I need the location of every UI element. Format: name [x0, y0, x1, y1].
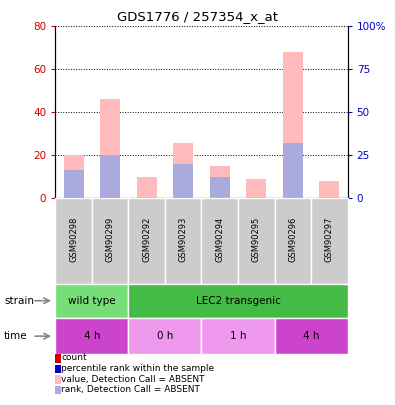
Bar [55, 318, 128, 354]
Text: GSM90295: GSM90295 [252, 217, 261, 262]
Bar [128, 318, 201, 354]
Bar [173, 164, 193, 198]
Bar [210, 166, 230, 198]
Text: GSM90299: GSM90299 [105, 217, 115, 262]
Bar [201, 198, 238, 284]
Text: 4 h: 4 h [303, 331, 319, 341]
Bar [100, 100, 120, 198]
Bar [55, 198, 92, 284]
Bar [319, 181, 339, 198]
Bar [92, 198, 128, 284]
Text: GSM90298: GSM90298 [69, 217, 78, 262]
Text: percentile rank within the sample: percentile rank within the sample [61, 364, 214, 373]
Text: GSM90294: GSM90294 [215, 217, 224, 262]
Bar [246, 179, 266, 198]
Bar [238, 198, 275, 284]
Text: 0 h: 0 h [157, 331, 173, 341]
Text: LEC2 transgenic: LEC2 transgenic [196, 296, 280, 306]
Bar [275, 198, 311, 284]
Bar [64, 171, 84, 198]
Text: rank, Detection Call = ABSENT: rank, Detection Call = ABSENT [61, 385, 200, 394]
Bar [173, 143, 193, 198]
Bar [55, 284, 128, 318]
Bar [275, 318, 348, 354]
Bar [201, 318, 275, 354]
Text: GSM90297: GSM90297 [325, 217, 334, 262]
Bar [283, 143, 303, 198]
Text: GDS1776 / 257354_x_at: GDS1776 / 257354_x_at [117, 10, 278, 23]
Bar [100, 156, 120, 198]
Text: wild type: wild type [68, 296, 116, 306]
Bar [283, 52, 303, 198]
Bar [137, 177, 157, 198]
Bar [210, 177, 230, 198]
Bar [311, 198, 348, 284]
Bar [64, 156, 84, 198]
Bar [165, 198, 201, 284]
Bar [128, 284, 348, 318]
Text: 4 h: 4 h [84, 331, 100, 341]
Text: GSM90293: GSM90293 [179, 217, 188, 262]
Bar [128, 198, 165, 284]
Text: 1 h: 1 h [230, 331, 246, 341]
Text: time: time [4, 331, 28, 341]
Text: GSM90296: GSM90296 [288, 217, 297, 262]
Text: GSM90292: GSM90292 [142, 217, 151, 262]
Text: value, Detection Call = ABSENT: value, Detection Call = ABSENT [61, 375, 205, 384]
Text: count: count [61, 354, 87, 362]
Text: strain: strain [4, 296, 34, 306]
